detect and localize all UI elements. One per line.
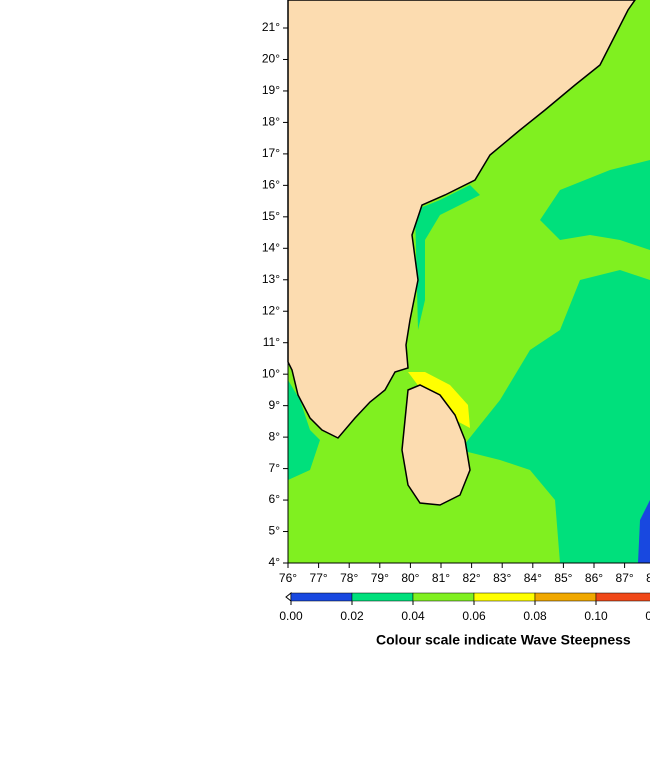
lat-label: 6° — [269, 492, 281, 506]
colorbar-segment — [473, 592, 536, 602]
lat-label: 14° — [262, 240, 280, 254]
steepness-zone — [460, 270, 650, 563]
colorbar-segment — [534, 592, 597, 602]
lon-label: 77° — [310, 571, 328, 585]
colorbar-label: 0.02 — [340, 609, 364, 623]
lon-label: 76° — [279, 571, 297, 585]
lon-label: 80° — [401, 571, 419, 585]
lon-label: 79° — [371, 571, 389, 585]
colorbar-segment — [351, 592, 414, 602]
colorbar-segment — [595, 592, 650, 602]
lat-label: 12° — [262, 303, 280, 317]
lat-label: 10° — [262, 366, 280, 380]
lon-label: 81° — [432, 571, 450, 585]
colorbar-label: 0.12 — [645, 609, 650, 623]
colorbar-segment — [412, 592, 475, 602]
colorbar-segment — [290, 592, 353, 602]
lon-label: 85° — [554, 571, 572, 585]
lat-label: 18° — [262, 115, 280, 129]
colorbar-label: 0.04 — [401, 609, 425, 623]
land-india — [287, 0, 636, 439]
lat-label: 16° — [262, 178, 280, 192]
lon-label: 78° — [340, 571, 358, 585]
steepness-zone — [415, 185, 480, 330]
lon-label: 83° — [493, 571, 511, 585]
lat-label: 20° — [262, 52, 280, 66]
colorbar-label: 0.08 — [523, 609, 547, 623]
lat-label: 21° — [262, 20, 280, 34]
steepness-zone — [540, 160, 650, 250]
lon-label: 82° — [463, 571, 481, 585]
steepness-zone — [638, 500, 650, 563]
lon-label: 87° — [616, 571, 634, 585]
lat-label: 5° — [269, 524, 281, 538]
lon-label: 88° — [646, 571, 650, 585]
colorbar-label: 0.06 — [462, 609, 486, 623]
land-sri-lanka — [401, 384, 471, 506]
lat-label: 9° — [269, 398, 281, 412]
colorbar-label: 0.10 — [584, 609, 608, 623]
lat-label: 4° — [269, 555, 281, 569]
lat-label: 11° — [263, 335, 280, 349]
caption: Colour scale indicate Wave Steepness — [376, 632, 631, 648]
lat-label: 19° — [262, 83, 280, 97]
lat-label: 7° — [269, 461, 281, 475]
lat-label: 8° — [269, 429, 281, 443]
steepness-zone — [288, 380, 320, 480]
lat-label: 15° — [262, 209, 280, 223]
colorbar-arrow — [285, 591, 292, 603]
lon-label: 86° — [585, 571, 603, 585]
lat-label: 17° — [262, 146, 280, 160]
colorbar-label: 0.00 — [279, 609, 303, 623]
map — [287, 0, 650, 564]
lon-label: 84° — [524, 571, 542, 585]
lat-label: 13° — [262, 272, 280, 286]
